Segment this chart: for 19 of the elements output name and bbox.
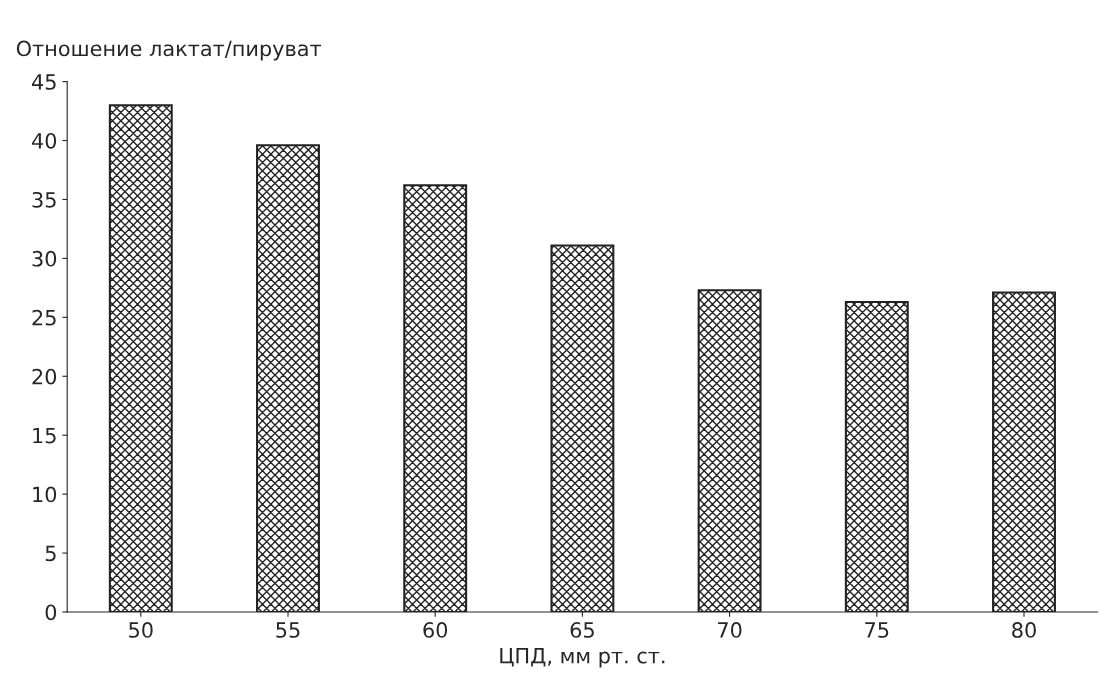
x-tick-label: 60 — [423, 622, 448, 638]
x-tick-label: 70 — [718, 622, 742, 638]
y-tick-label: 20 — [32, 368, 57, 385]
y-tick-label: 25 — [32, 309, 56, 326]
x-tick-label: 75 — [865, 622, 889, 638]
x-tick-label: 65 — [570, 622, 594, 638]
y-tick-label: 0 — [45, 604, 57, 621]
y-tick-label: 35 — [32, 191, 56, 208]
x-tick-label: 50 — [129, 622, 153, 638]
y-axis-title: Отношение лактат/пируват — [16, 40, 322, 61]
y-tick-label: 40 — [31, 132, 57, 149]
x-tick-label: 55 — [276, 622, 300, 638]
y-tick-label: 10 — [33, 486, 57, 503]
y-tick-label: 5 — [45, 545, 56, 562]
y-tick-label: 30 — [32, 250, 57, 267]
y-tick-label: 15 — [33, 427, 56, 444]
x-axis-title: ЦПД, мм рт. ст. — [500, 648, 665, 668]
x-tick-label: 80 — [1012, 622, 1036, 638]
y-tick-label: 45 — [31, 74, 56, 90]
